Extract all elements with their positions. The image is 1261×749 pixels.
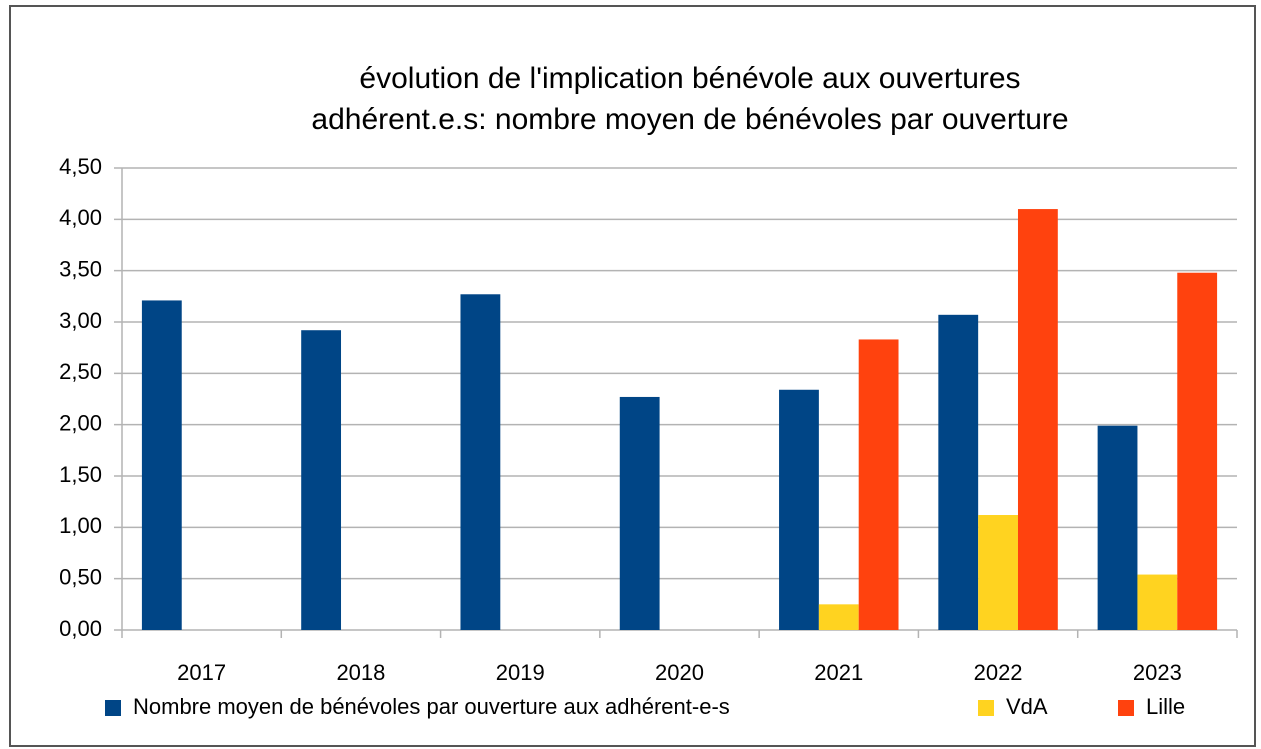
bar bbox=[1017, 209, 1058, 631]
bar bbox=[978, 515, 1018, 630]
y-tick-label: 1,50 bbox=[59, 462, 102, 487]
y-tick-label: 4,50 bbox=[59, 154, 102, 179]
y-tick-label: 3,00 bbox=[59, 308, 102, 333]
y-tick-label: 0,50 bbox=[59, 564, 102, 589]
bar bbox=[818, 604, 859, 630]
y-tick-label: 1,00 bbox=[59, 513, 102, 538]
bar bbox=[858, 339, 899, 630]
y-tick-label: 2,50 bbox=[59, 359, 102, 384]
chart-title: évolution de l'implication bénévole aux … bbox=[359, 62, 1020, 95]
bar bbox=[779, 389, 819, 630]
x-tick-label: 2018 bbox=[336, 660, 385, 685]
legend-swatch bbox=[105, 700, 121, 716]
y-tick-label: 3,50 bbox=[59, 256, 102, 281]
legend-swatch bbox=[1118, 700, 1134, 716]
bar bbox=[619, 396, 660, 630]
bar bbox=[141, 300, 182, 630]
x-tick-label: 2023 bbox=[1133, 660, 1182, 685]
bar bbox=[301, 330, 342, 630]
x-tick-label: 2022 bbox=[974, 660, 1023, 685]
bar bbox=[1137, 574, 1178, 630]
x-tick-label: 2020 bbox=[655, 660, 704, 685]
legend-label: Lille bbox=[1146, 694, 1185, 719]
bar bbox=[460, 294, 501, 630]
y-tick-label: 2,00 bbox=[59, 410, 102, 435]
bar bbox=[938, 314, 979, 630]
y-tick-label: 4,00 bbox=[59, 205, 102, 230]
chart-title: adhérent.e.s: nombre moyen de bénévoles … bbox=[311, 103, 1068, 136]
legend-label: VdA bbox=[1006, 694, 1048, 719]
x-tick-label: 2019 bbox=[496, 660, 545, 685]
y-tick-label: 0,00 bbox=[59, 616, 102, 641]
bar bbox=[1097, 425, 1138, 630]
legend-label: Nombre moyen de bénévoles par ouverture … bbox=[133, 694, 730, 719]
bar bbox=[1177, 272, 1218, 630]
x-tick-label: 2021 bbox=[814, 660, 863, 685]
x-tick-label: 2017 bbox=[177, 660, 226, 685]
legend-swatch bbox=[978, 700, 994, 716]
